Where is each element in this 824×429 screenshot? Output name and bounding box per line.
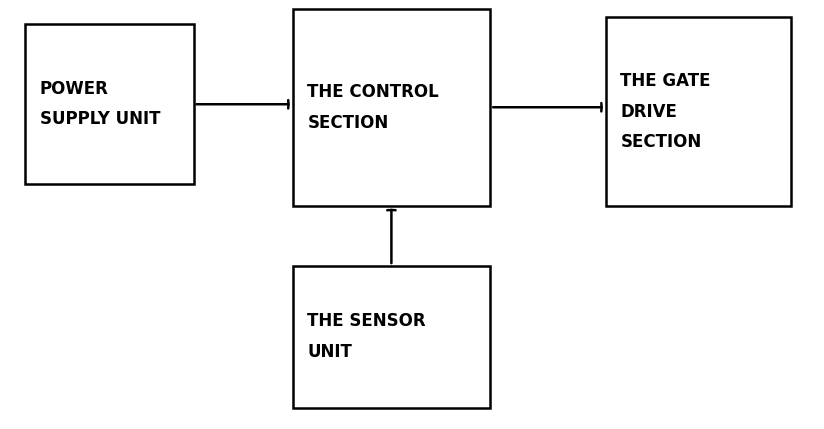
Text: THE CONTROL
SECTION: THE CONTROL SECTION <box>307 83 439 132</box>
Bar <box>606 17 791 206</box>
Text: THE SENSOR
UNIT: THE SENSOR UNIT <box>307 312 426 361</box>
Bar <box>293 266 490 408</box>
Bar <box>25 24 194 184</box>
Text: THE GATE
DRIVE
SECTION: THE GATE DRIVE SECTION <box>620 72 711 151</box>
Text: POWER
SUPPLY UNIT: POWER SUPPLY UNIT <box>40 80 160 128</box>
Bar <box>293 9 490 206</box>
